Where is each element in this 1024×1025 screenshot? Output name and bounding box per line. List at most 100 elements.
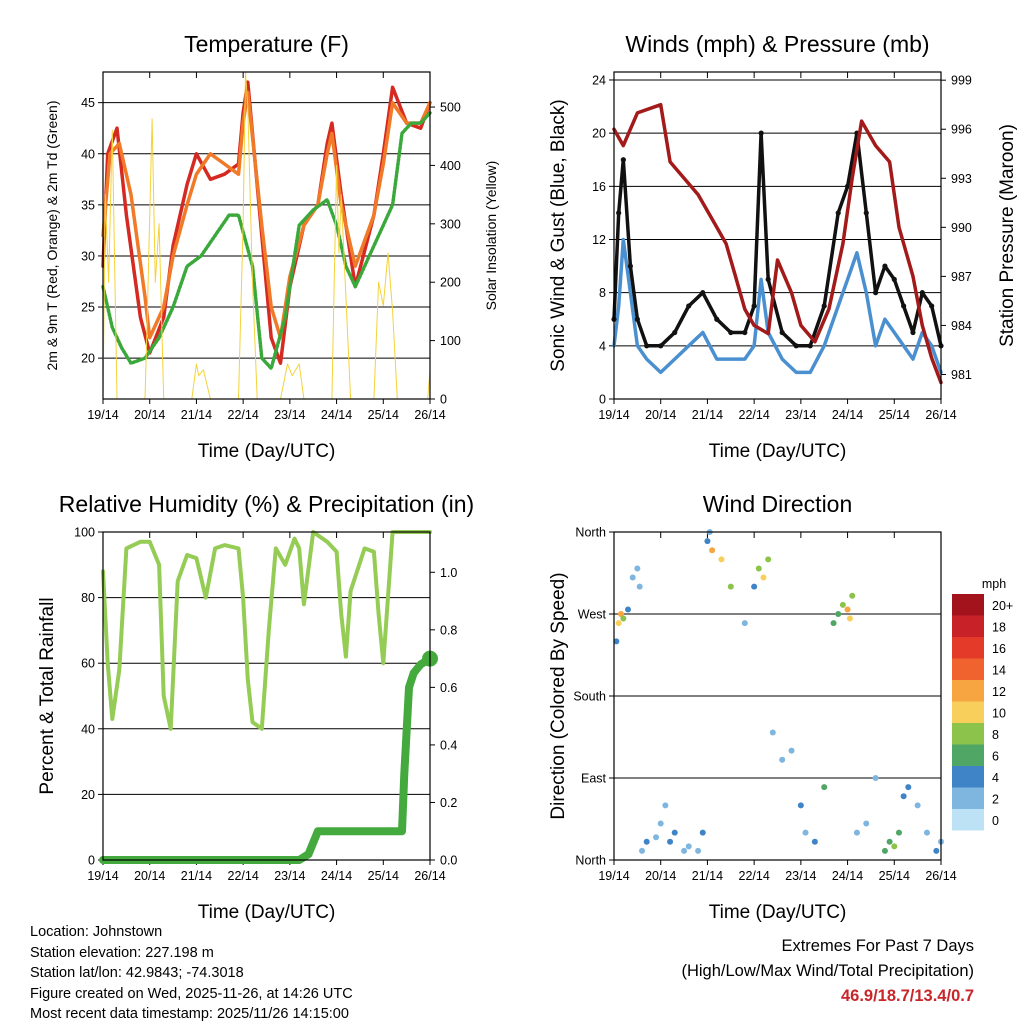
panel-title: Wind Direction xyxy=(703,491,853,517)
gust-point xyxy=(758,130,764,136)
x-tick-label: 19/14 xyxy=(598,869,629,883)
direction-point xyxy=(741,620,748,627)
y-tick-label: North xyxy=(575,526,606,540)
x-tick-label: 24/14 xyxy=(321,869,352,883)
gust-point xyxy=(901,303,907,309)
plot-frame xyxy=(102,531,431,861)
gust-point xyxy=(882,263,888,269)
direction-point xyxy=(853,829,860,836)
direction-point xyxy=(662,802,669,809)
legend-swatch xyxy=(952,723,984,745)
series-station-pressure xyxy=(612,102,943,385)
legend-swatch xyxy=(952,594,984,616)
legend-swatch xyxy=(952,744,984,766)
gust-point xyxy=(728,329,734,336)
direction-point xyxy=(718,556,725,563)
gust-point xyxy=(779,329,785,336)
y-tick-label: 12 xyxy=(592,233,606,247)
gust-point xyxy=(793,343,799,349)
panel-3: 0 20 40 60 80 100 0.0 0.2 0.4 0.6 0.8 1.0 19/14 20/14… xyxy=(37,491,474,923)
x-tick-label: 20/14 xyxy=(645,408,676,422)
gust-point xyxy=(672,329,678,336)
direction-point xyxy=(905,784,912,791)
plot-frame xyxy=(102,71,431,400)
gust-point xyxy=(910,329,916,336)
y-tick-label: 20 xyxy=(81,352,95,366)
x-tick-label: 22/14 xyxy=(228,869,259,883)
y2-tick-label: 0.6 xyxy=(440,681,457,695)
y2-tick-label: 990 xyxy=(951,221,972,235)
gust-point xyxy=(929,303,935,309)
y-tick-label: 25 xyxy=(81,301,95,315)
x-tick-label: 26/14 xyxy=(925,408,956,422)
x-tick-label: 19/14 xyxy=(87,408,118,422)
y2-tick-label: 984 xyxy=(951,319,972,333)
y2-tick-label: 0.4 xyxy=(440,738,457,752)
y-tick-label: 0 xyxy=(88,854,95,868)
y-tick-label: 24 xyxy=(592,73,606,87)
y-tick-label: 0 xyxy=(599,393,606,407)
direction-point xyxy=(765,556,772,563)
x-tick-label: 21/14 xyxy=(692,408,723,422)
x-tick-label: 21/14 xyxy=(181,408,212,422)
info-created: Figure created on Wed, 2025-11-26, at 14… xyxy=(30,985,353,1002)
series-9m-t xyxy=(101,90,432,340)
panel-title: Relative Humidity (%) & Precipitation (i… xyxy=(59,491,474,517)
series-solar-insolation xyxy=(102,71,431,400)
x-tick-label: 20/14 xyxy=(645,869,676,883)
direction-point xyxy=(846,615,853,622)
panel-2: 0 4 8 12 16 20 24 981 984 987 990 993 996 999 19/14 20/… xyxy=(548,31,1018,462)
direction-point xyxy=(769,729,776,736)
x-axis-title: Time (Day/UTC) xyxy=(709,902,847,923)
y-tick-label: 16 xyxy=(592,180,606,194)
direction-point xyxy=(709,547,716,554)
y-tick-label: 45 xyxy=(81,96,95,110)
y-tick-label: 80 xyxy=(81,591,95,605)
series-2m-td xyxy=(101,111,432,371)
extremes-values: 46.9/18.7/13.4/0.7 xyxy=(840,987,974,1005)
series-sonic-wind xyxy=(612,237,943,375)
direction-point xyxy=(695,847,702,854)
x-tick-label: 19/14 xyxy=(87,869,118,883)
gust-point xyxy=(627,263,633,269)
y-axis-title: Sonic Wind & Gust (Blue, Black) xyxy=(548,99,569,371)
direction-point xyxy=(685,843,692,850)
legend-label: 18 xyxy=(992,620,1006,634)
y-tick-label: 8 xyxy=(599,286,606,300)
direction-point xyxy=(639,847,646,854)
y2-tick-label: 0 xyxy=(440,393,447,407)
extremes-subtitle: (High/Low/Max Wind/Total Precipitation) xyxy=(681,962,974,980)
panel-title: Winds (mph) & Pressure (mb) xyxy=(625,31,929,57)
y2-tick-label: 999 xyxy=(951,74,972,88)
direction-point xyxy=(653,834,660,841)
direction-point xyxy=(863,820,870,827)
direction-point xyxy=(895,829,902,836)
legend-label: 0 xyxy=(992,814,999,828)
extremes-box: Extremes For Past 7 Days (High/Low/Max W… xyxy=(681,934,974,1009)
gust-point xyxy=(919,290,925,296)
y2-tick-label: 996 xyxy=(951,123,972,137)
x-tick-label: 22/14 xyxy=(228,408,259,422)
x-tick-label: 25/14 xyxy=(879,869,910,883)
direction-point xyxy=(797,802,804,809)
x-tick-label: 21/14 xyxy=(181,869,212,883)
gust-point xyxy=(844,183,851,189)
x-tick-label: 20/14 xyxy=(134,869,165,883)
direction-point xyxy=(636,583,643,590)
direction-point xyxy=(849,592,856,599)
y-tick-label: East xyxy=(581,772,607,786)
direction-point xyxy=(620,615,627,622)
plot-frame xyxy=(613,71,942,400)
y2-tick-label: 400 xyxy=(440,159,461,173)
legend-swatch xyxy=(952,766,984,788)
gust-point xyxy=(835,210,841,216)
y-tick-label: 40 xyxy=(81,147,95,161)
x-tick-label: 26/14 xyxy=(414,408,445,422)
series-total-rainfall xyxy=(99,654,434,864)
y-tick-label: 35 xyxy=(81,198,95,212)
direction-point xyxy=(933,847,940,854)
gust-point xyxy=(891,276,897,282)
x-tick-label: 20/14 xyxy=(134,408,165,422)
